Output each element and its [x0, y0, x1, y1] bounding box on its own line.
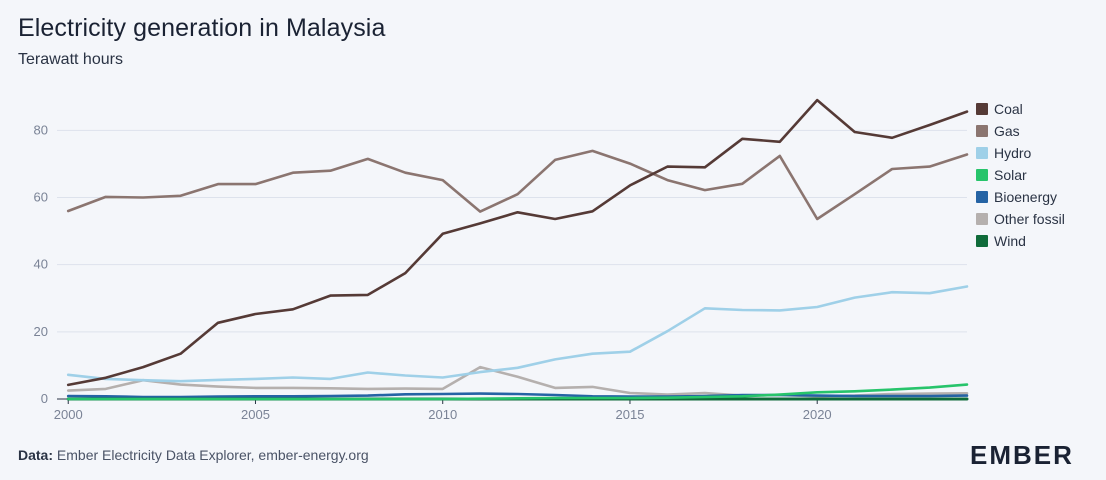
y-tick-label: 80	[34, 122, 48, 137]
ember-logo: EMBER	[970, 440, 1074, 470]
y-tick-label: 60	[34, 190, 48, 205]
y-tick-label: 40	[34, 257, 48, 272]
legend-label-other-fossil: Other fossil	[994, 211, 1065, 227]
legend: Coal Gas Hydro Solar Bioenergy Other fossil Wi…	[976, 101, 1065, 249]
chart-title: Electricity generation in Malaysia	[18, 14, 386, 42]
legend-label-gas: Gas	[994, 123, 1020, 139]
source-text: Ember Electricity Data Explorer, ember-e…	[56, 447, 369, 463]
x-tick-label: 2000	[54, 407, 83, 422]
chart-subtitle: Terawatt hours	[18, 51, 123, 68]
x-tick-label: 2010	[428, 407, 457, 422]
x-tick-label: 2015	[616, 407, 645, 422]
legend-label-hydro: Hydro	[994, 145, 1032, 161]
legend-label-wind: Wind	[994, 233, 1026, 249]
x-tick-label: 2005	[241, 407, 270, 422]
y-axis-ticks: 0 20 40 60 80	[34, 122, 48, 406]
legend-swatch-other-fossil	[976, 213, 988, 225]
x-axis-ticks: 2000 2005 2010 2015 2020	[54, 399, 832, 422]
legend-swatch-bioenergy	[976, 191, 988, 203]
y-tick-label: 0	[41, 391, 48, 406]
series-line-coal	[66, 98, 969, 387]
legend-label-solar: Solar	[994, 167, 1027, 183]
legend-swatch-gas	[976, 125, 988, 137]
source-label: Data:	[18, 447, 54, 463]
series-line-hydro	[66, 285, 969, 383]
legend-swatch-hydro	[976, 147, 988, 159]
data-series	[66, 98, 969, 401]
series-line-solar	[66, 383, 969, 401]
legend-label-coal: Coal	[994, 101, 1023, 117]
line-chart: 2000 2005 2010 2015 2020 0 20 40 60 80 Coal Gas Hy…	[34, 98, 1065, 422]
legend-swatch-wind	[976, 235, 988, 247]
y-tick-label: 20	[34, 324, 48, 339]
legend-label-bioenergy: Bioenergy	[994, 189, 1057, 205]
series-line-gas	[66, 149, 969, 221]
grid-lines	[57, 129, 967, 400]
legend-swatch-solar	[976, 169, 988, 181]
source-note: Data: Ember Electricity Data Explorer, e…	[18, 447, 369, 463]
x-tick-label: 2020	[803, 407, 832, 422]
legend-swatch-coal	[976, 103, 988, 115]
series-line-bioenergy	[66, 392, 969, 399]
